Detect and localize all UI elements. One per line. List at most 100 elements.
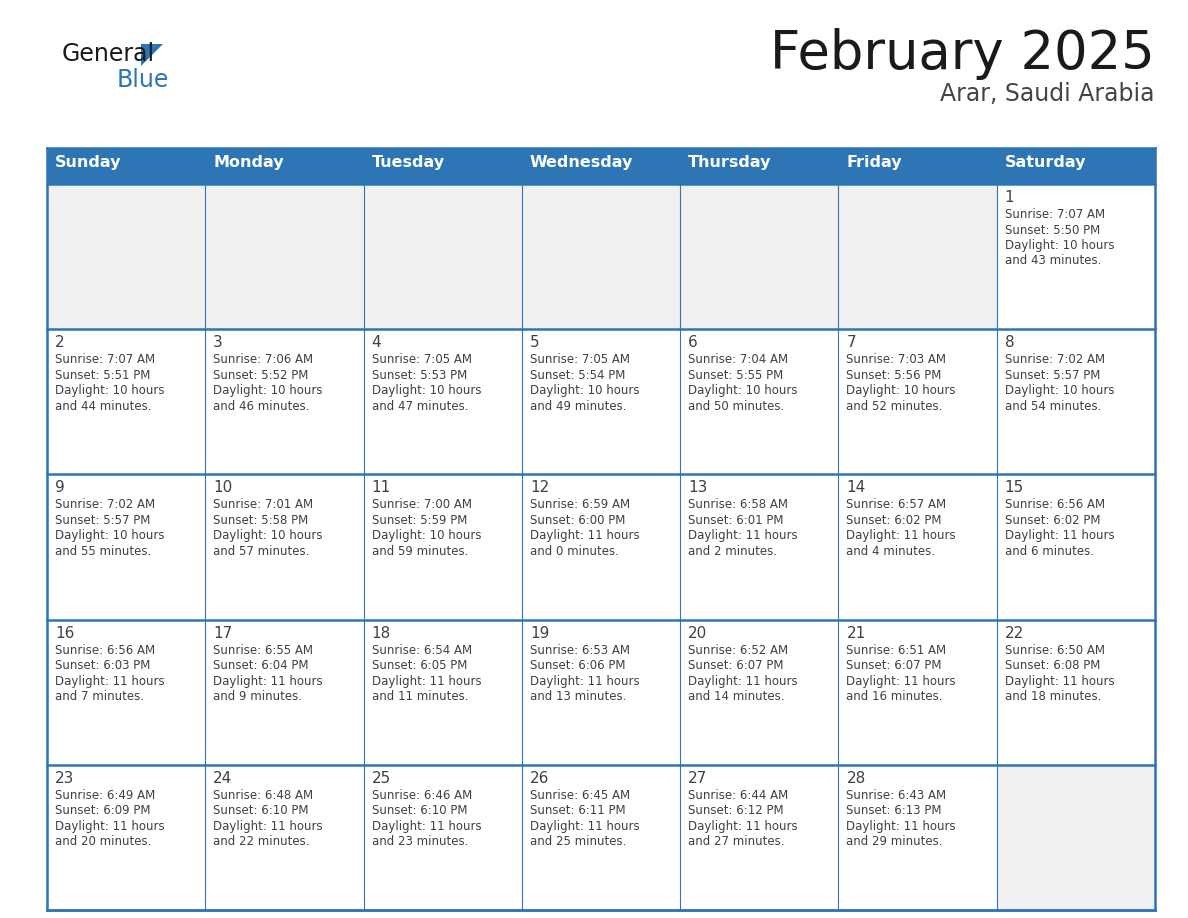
Text: Daylight: 11 hours: Daylight: 11 hours <box>530 820 639 833</box>
Text: Daylight: 10 hours: Daylight: 10 hours <box>55 385 164 397</box>
Bar <box>364 184 522 330</box>
Text: and 6 minutes.: and 6 minutes. <box>1005 545 1094 558</box>
Bar <box>206 330 364 475</box>
Bar <box>206 148 364 184</box>
Text: Sunset: 6:07 PM: Sunset: 6:07 PM <box>688 659 784 672</box>
Text: Daylight: 11 hours: Daylight: 11 hours <box>372 675 481 688</box>
Text: Sunset: 6:07 PM: Sunset: 6:07 PM <box>846 659 942 672</box>
Text: Wednesday: Wednesday <box>530 155 633 170</box>
Bar <box>681 620 839 765</box>
Bar <box>48 765 206 910</box>
Text: Sunset: 6:01 PM: Sunset: 6:01 PM <box>688 514 784 527</box>
Text: Daylight: 10 hours: Daylight: 10 hours <box>372 530 481 543</box>
Text: Daylight: 10 hours: Daylight: 10 hours <box>688 385 797 397</box>
Text: and 20 minutes.: and 20 minutes. <box>55 835 151 848</box>
Text: Sunrise: 7:05 AM: Sunrise: 7:05 AM <box>372 353 472 366</box>
Text: February 2025: February 2025 <box>770 28 1155 80</box>
Text: Daylight: 11 hours: Daylight: 11 hours <box>55 675 165 688</box>
Text: and 43 minutes.: and 43 minutes. <box>1005 254 1101 267</box>
Bar <box>48 184 206 330</box>
Text: 16: 16 <box>55 625 75 641</box>
Text: and 18 minutes.: and 18 minutes. <box>1005 690 1101 703</box>
Text: Daylight: 10 hours: Daylight: 10 hours <box>1005 239 1114 252</box>
Bar <box>364 620 522 765</box>
Bar <box>364 475 522 620</box>
Bar <box>839 148 997 184</box>
Text: and 11 minutes.: and 11 minutes. <box>372 690 468 703</box>
Bar <box>681 765 839 910</box>
Bar <box>522 184 681 330</box>
Bar <box>522 330 681 475</box>
Bar <box>206 184 364 330</box>
Text: Sunrise: 6:56 AM: Sunrise: 6:56 AM <box>55 644 156 656</box>
Text: Daylight: 10 hours: Daylight: 10 hours <box>372 385 481 397</box>
Bar <box>522 620 681 765</box>
Text: and 22 minutes.: and 22 minutes. <box>214 835 310 848</box>
Text: Sunrise: 6:51 AM: Sunrise: 6:51 AM <box>846 644 947 656</box>
Text: Daylight: 11 hours: Daylight: 11 hours <box>1005 530 1114 543</box>
Text: Sunset: 6:12 PM: Sunset: 6:12 PM <box>688 804 784 817</box>
Text: Daylight: 11 hours: Daylight: 11 hours <box>846 530 956 543</box>
Text: and 46 minutes.: and 46 minutes. <box>214 399 310 413</box>
Text: Sunday: Sunday <box>55 155 121 170</box>
Text: Sunrise: 6:43 AM: Sunrise: 6:43 AM <box>846 789 947 801</box>
Text: 19: 19 <box>530 625 549 641</box>
Text: and 14 minutes.: and 14 minutes. <box>688 690 784 703</box>
Polygon shape <box>141 44 163 66</box>
Text: General: General <box>62 42 156 66</box>
Bar <box>681 475 839 620</box>
Text: 22: 22 <box>1005 625 1024 641</box>
Bar <box>522 765 681 910</box>
Bar <box>839 330 997 475</box>
Text: Daylight: 10 hours: Daylight: 10 hours <box>55 530 164 543</box>
Text: 21: 21 <box>846 625 866 641</box>
Text: Daylight: 10 hours: Daylight: 10 hours <box>214 385 323 397</box>
Text: Sunrise: 6:49 AM: Sunrise: 6:49 AM <box>55 789 156 801</box>
Text: Sunset: 6:04 PM: Sunset: 6:04 PM <box>214 659 309 672</box>
Bar <box>997 620 1155 765</box>
Text: and 2 minutes.: and 2 minutes. <box>688 545 777 558</box>
Text: and 0 minutes.: and 0 minutes. <box>530 545 619 558</box>
Text: and 52 minutes.: and 52 minutes. <box>846 399 943 413</box>
Text: Sunrise: 6:54 AM: Sunrise: 6:54 AM <box>372 644 472 656</box>
Text: 2: 2 <box>55 335 64 350</box>
Bar <box>997 330 1155 475</box>
Text: Thursday: Thursday <box>688 155 772 170</box>
Bar <box>839 475 997 620</box>
Text: Sunrise: 7:01 AM: Sunrise: 7:01 AM <box>214 498 314 511</box>
Text: Sunset: 5:57 PM: Sunset: 5:57 PM <box>55 514 151 527</box>
Bar <box>522 475 681 620</box>
Bar <box>681 184 839 330</box>
Text: Sunrise: 6:48 AM: Sunrise: 6:48 AM <box>214 789 314 801</box>
Text: 3: 3 <box>214 335 223 350</box>
Text: Daylight: 11 hours: Daylight: 11 hours <box>846 675 956 688</box>
Text: Daylight: 11 hours: Daylight: 11 hours <box>688 675 798 688</box>
Text: Sunset: 5:52 PM: Sunset: 5:52 PM <box>214 369 309 382</box>
Text: 25: 25 <box>372 771 391 786</box>
Text: Sunset: 6:05 PM: Sunset: 6:05 PM <box>372 659 467 672</box>
Text: Daylight: 11 hours: Daylight: 11 hours <box>530 675 639 688</box>
Bar <box>48 330 206 475</box>
Text: Sunrise: 6:52 AM: Sunrise: 6:52 AM <box>688 644 789 656</box>
Text: Sunset: 6:13 PM: Sunset: 6:13 PM <box>846 804 942 817</box>
Text: Sunrise: 6:55 AM: Sunrise: 6:55 AM <box>214 644 314 656</box>
Text: and 9 minutes.: and 9 minutes. <box>214 690 302 703</box>
Text: Sunset: 5:56 PM: Sunset: 5:56 PM <box>846 369 942 382</box>
Text: 1: 1 <box>1005 190 1015 205</box>
Text: 26: 26 <box>530 771 549 786</box>
Text: Sunrise: 6:57 AM: Sunrise: 6:57 AM <box>846 498 947 511</box>
Text: 6: 6 <box>688 335 697 350</box>
Text: 18: 18 <box>372 625 391 641</box>
Bar <box>681 330 839 475</box>
Text: and 25 minutes.: and 25 minutes. <box>530 835 626 848</box>
Text: 28: 28 <box>846 771 866 786</box>
Text: Daylight: 10 hours: Daylight: 10 hours <box>530 385 639 397</box>
Text: Daylight: 11 hours: Daylight: 11 hours <box>688 530 798 543</box>
Bar <box>48 475 206 620</box>
Text: 4: 4 <box>372 335 381 350</box>
Text: Sunrise: 6:50 AM: Sunrise: 6:50 AM <box>1005 644 1105 656</box>
Text: 9: 9 <box>55 480 65 496</box>
Text: and 50 minutes.: and 50 minutes. <box>688 399 784 413</box>
Text: Sunrise: 7:03 AM: Sunrise: 7:03 AM <box>846 353 947 366</box>
Text: Sunset: 6:02 PM: Sunset: 6:02 PM <box>1005 514 1100 527</box>
